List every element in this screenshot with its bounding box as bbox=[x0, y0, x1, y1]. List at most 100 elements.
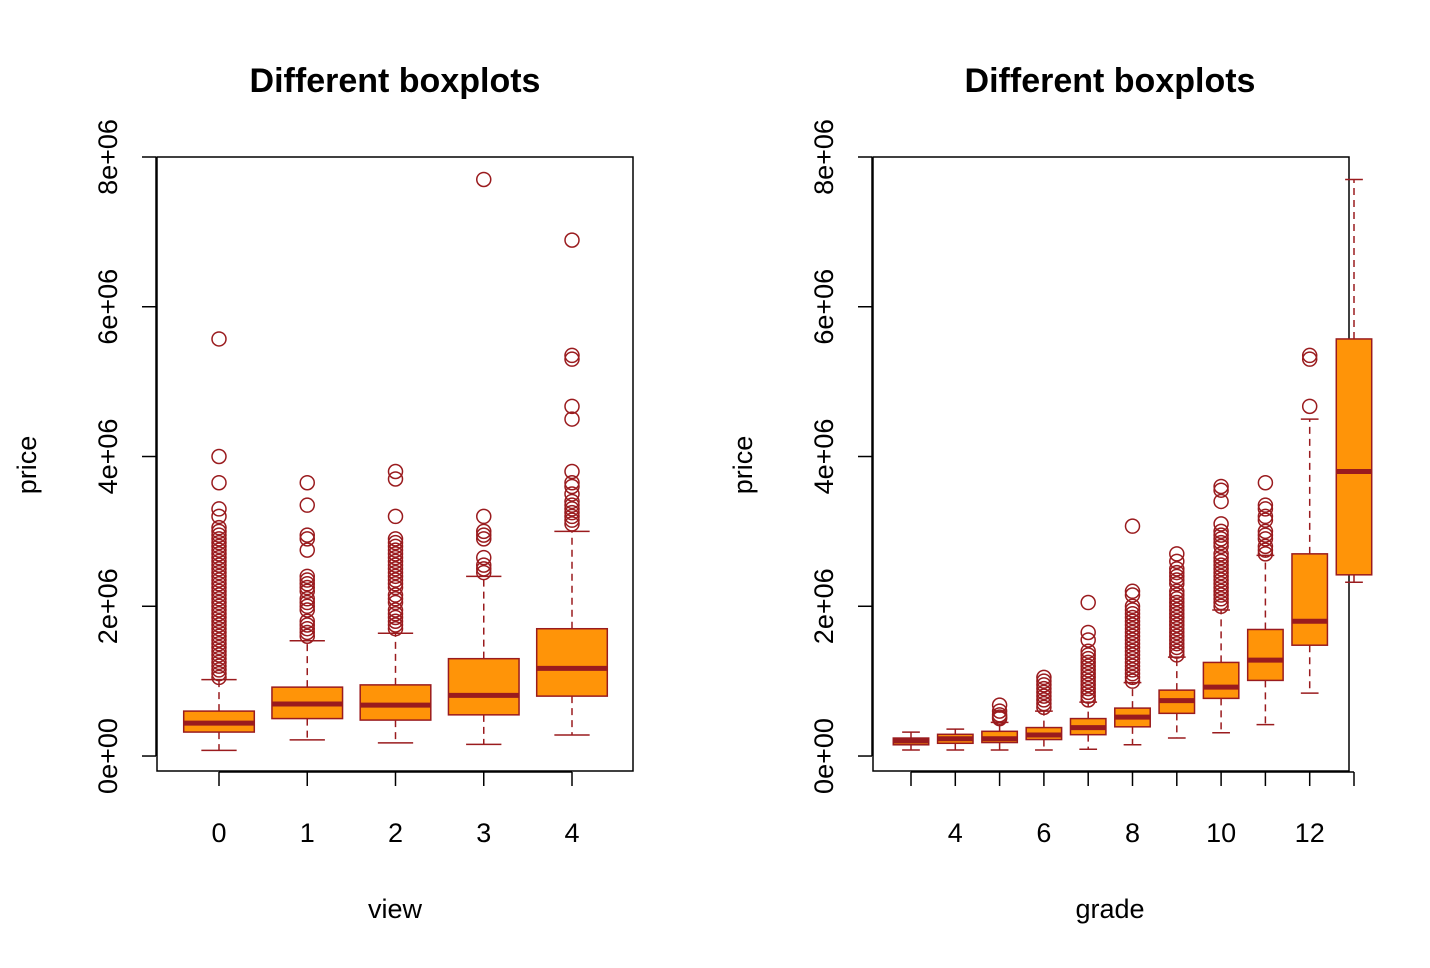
outlier-point bbox=[387, 602, 404, 618]
outlier-point bbox=[476, 557, 492, 573]
outlier-point bbox=[1080, 665, 1096, 682]
outlier-point bbox=[1213, 583, 1229, 600]
outlier-point bbox=[1080, 680, 1096, 697]
x-tick-label: 10 bbox=[1206, 818, 1236, 848]
outlier-point bbox=[1257, 508, 1274, 525]
outlier-point bbox=[299, 474, 315, 491]
x-axis-label: view bbox=[368, 894, 423, 924]
outlier-point bbox=[387, 546, 404, 562]
box-group-3 bbox=[892, 731, 930, 751]
outlier-point bbox=[1036, 669, 1052, 686]
outlier-point bbox=[211, 564, 227, 581]
box-group-5 bbox=[981, 697, 1019, 751]
outlier-point bbox=[1257, 542, 1274, 558]
outlier-point bbox=[1124, 673, 1141, 689]
x-tick-label: 3 bbox=[476, 818, 491, 848]
outlier-point bbox=[211, 557, 227, 573]
outlier-point bbox=[211, 508, 227, 525]
outlier-point bbox=[299, 602, 315, 618]
outlier-point bbox=[211, 602, 227, 618]
outlier-point bbox=[1124, 632, 1141, 648]
outlier-point bbox=[1213, 579, 1229, 596]
outlier-point bbox=[1169, 620, 1185, 637]
outlier-point bbox=[211, 658, 227, 674]
outlier-point bbox=[1169, 613, 1185, 629]
y-tick-label: 0e+00 bbox=[809, 718, 839, 794]
outlier-point bbox=[1080, 688, 1096, 704]
y-axis-label: price bbox=[12, 436, 42, 495]
outlier-point bbox=[211, 628, 227, 644]
box bbox=[1246, 628, 1284, 682]
outlier-point bbox=[211, 591, 227, 607]
outlier-point bbox=[1169, 572, 1185, 588]
outlier-point bbox=[1036, 684, 1052, 701]
outlier-point bbox=[1169, 561, 1185, 577]
outlier-point bbox=[1213, 591, 1229, 607]
y-tick-label: 8e+06 bbox=[809, 119, 839, 195]
outlier-point bbox=[299, 613, 315, 629]
outlier-point bbox=[1169, 624, 1185, 641]
outlier-point bbox=[564, 512, 580, 528]
outlier-point bbox=[1124, 583, 1141, 600]
chart-title: Different boxplots bbox=[965, 62, 1256, 100]
plot-frame bbox=[156, 156, 634, 772]
outlier-point bbox=[1213, 493, 1229, 510]
outlier-point bbox=[1080, 650, 1096, 667]
outlier-point bbox=[1124, 620, 1141, 637]
outlier-point bbox=[211, 587, 227, 603]
outlier-point bbox=[476, 564, 492, 581]
outlier-point bbox=[1124, 639, 1141, 656]
outlier-point bbox=[211, 568, 227, 585]
outlier-point bbox=[564, 504, 580, 521]
outlier-point bbox=[1213, 478, 1229, 495]
y-tick-label: 6e+06 bbox=[93, 269, 123, 345]
outlier-point bbox=[1257, 497, 1274, 513]
boxplot-panel-view: Different boxplots view price 0e+00 2e+06… bbox=[12, 62, 634, 924]
outlier-point bbox=[1169, 643, 1185, 659]
outlier-point bbox=[387, 557, 404, 573]
outlier-point bbox=[1301, 398, 1318, 415]
x-tick-label: 4 bbox=[564, 818, 579, 848]
outlier-point bbox=[211, 594, 227, 611]
outlier-point bbox=[564, 351, 580, 367]
outlier-point bbox=[299, 576, 315, 592]
outlier-point bbox=[1124, 669, 1141, 686]
box-group-0 bbox=[182, 331, 256, 752]
outlier-point bbox=[1213, 538, 1229, 555]
outlier-point bbox=[1301, 351, 1318, 367]
outlier-point bbox=[1169, 628, 1185, 644]
outlier-point bbox=[387, 609, 404, 626]
outlier-point bbox=[1213, 576, 1229, 592]
outlier-point bbox=[211, 534, 227, 551]
outlier-point bbox=[211, 538, 227, 555]
outlier-point bbox=[387, 587, 404, 603]
box bbox=[1202, 661, 1240, 700]
outlier-point bbox=[1257, 531, 1274, 547]
outlier-point bbox=[211, 654, 227, 671]
outlier-point bbox=[1169, 576, 1185, 592]
y-tick-label: 4e+06 bbox=[809, 419, 839, 495]
outlier-point bbox=[1169, 583, 1185, 600]
outlier-point bbox=[1169, 564, 1185, 581]
box bbox=[535, 627, 609, 697]
outlier-point bbox=[1124, 654, 1141, 671]
outlier-point bbox=[1124, 662, 1141, 678]
y-tick-label: 4e+06 bbox=[93, 419, 123, 495]
outlier-point bbox=[299, 594, 315, 611]
outlier-point bbox=[564, 474, 580, 491]
outlier-point bbox=[564, 347, 580, 364]
outlier-point bbox=[564, 516, 580, 532]
outlier-point bbox=[211, 598, 227, 615]
outlier-point bbox=[476, 171, 492, 188]
outlier-point bbox=[1080, 673, 1096, 689]
outlier-point bbox=[564, 411, 580, 427]
y-tick-label: 2e+06 bbox=[809, 568, 839, 644]
outlier-point bbox=[1257, 512, 1274, 528]
outlier-point bbox=[1301, 347, 1318, 364]
outlier-point bbox=[387, 572, 404, 588]
outlier-point bbox=[211, 331, 227, 347]
outlier-point bbox=[1036, 688, 1052, 704]
outlier-point bbox=[211, 647, 227, 663]
outlier-point bbox=[1169, 568, 1185, 585]
